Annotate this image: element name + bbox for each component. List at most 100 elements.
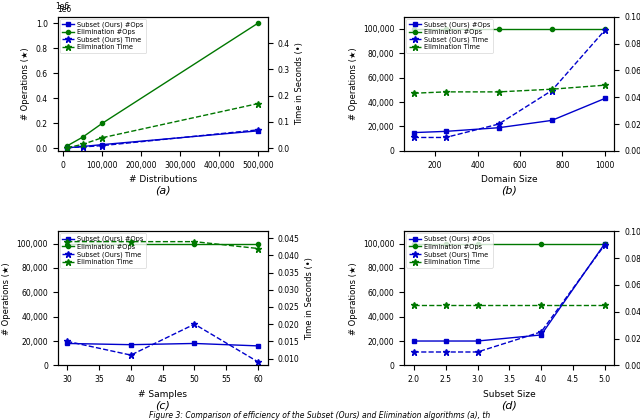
Text: Figure 3: Comparison of efficiency of the Subset (Ours) and Elimination algorith: Figure 3: Comparison of efficiency of th…	[149, 411, 491, 420]
Elimination #Ops	[63, 241, 71, 246]
Subset (Ours) Time	[254, 127, 262, 132]
Elimination #Ops	[601, 26, 609, 32]
Elimination Time	[254, 246, 262, 251]
Elimination Time	[79, 142, 86, 147]
Line: Elimination #Ops: Elimination #Ops	[412, 241, 607, 246]
X-axis label: # Samples: # Samples	[138, 390, 187, 399]
Subset (Ours) Time	[410, 135, 418, 140]
Subset (Ours) #Ops	[410, 339, 418, 344]
Elimination Time	[601, 83, 609, 88]
Subset (Ours) Time	[254, 360, 262, 365]
Elimination Time	[191, 239, 198, 244]
Subset (Ours) #Ops	[127, 342, 134, 347]
Elimination Time	[442, 302, 449, 307]
X-axis label: Subset Size: Subset Size	[483, 390, 536, 399]
Title: (c): (c)	[156, 400, 170, 410]
Elimination Time	[63, 145, 71, 150]
Line: Subset (Ours) #Ops: Subset (Ours) #Ops	[65, 341, 260, 348]
Legend: Subset (Ours) #Ops, Elimination #Ops, Subset (Ours) Time, Elimination Time: Subset (Ours) #Ops, Elimination #Ops, Su…	[406, 19, 493, 53]
Line: Subset (Ours) #Ops: Subset (Ours) #Ops	[65, 129, 260, 150]
Line: Elimination #Ops: Elimination #Ops	[65, 241, 260, 246]
Line: Elimination Time: Elimination Time	[63, 238, 262, 252]
Subset (Ours) Time	[538, 329, 545, 334]
Subset (Ours) #Ops	[442, 339, 449, 344]
Subset (Ours) Time	[495, 121, 502, 126]
Subset (Ours) Time	[410, 349, 418, 354]
Y-axis label: # Operations (★): # Operations (★)	[349, 47, 358, 120]
Subset (Ours) #Ops	[63, 341, 71, 346]
Elimination Time	[474, 302, 481, 307]
Elimination Time	[548, 87, 556, 92]
Elimination #Ops	[495, 26, 502, 32]
Elimination Time	[410, 302, 418, 307]
Subset (Ours) #Ops	[254, 128, 262, 133]
Subset (Ours) #Ops	[99, 142, 106, 147]
Elimination Time	[127, 239, 134, 244]
Elimination Time	[538, 302, 545, 307]
Elimination #Ops	[99, 121, 106, 126]
Subset (Ours) Time	[601, 242, 609, 247]
Subset (Ours) #Ops	[63, 145, 71, 150]
Elimination Time	[254, 101, 262, 106]
Elimination #Ops	[254, 241, 262, 246]
Subset (Ours) #Ops	[410, 130, 418, 135]
Line: Subset (Ours) Time: Subset (Ours) Time	[410, 241, 609, 355]
Y-axis label: # Operations (★): # Operations (★)	[21, 47, 30, 120]
Title: (d): (d)	[501, 400, 517, 410]
Title: (a): (a)	[155, 186, 170, 195]
X-axis label: # Distributions: # Distributions	[129, 175, 196, 184]
Elimination #Ops	[191, 241, 198, 246]
Subset (Ours) #Ops	[548, 118, 556, 123]
Elimination Time	[495, 89, 502, 94]
Line: Elimination Time: Elimination Time	[410, 82, 609, 97]
Legend: Subset (Ours) #Ops, Elimination #Ops, Subset (Ours) Time, Elimination Time: Subset (Ours) #Ops, Elimination #Ops, Su…	[406, 234, 493, 268]
Subset (Ours) #Ops	[442, 129, 449, 134]
Legend: Subset (Ours) #Ops, Elimination #Ops, Subset (Ours) Time, Elimination Time: Subset (Ours) #Ops, Elimination #Ops, Su…	[60, 19, 146, 53]
Elimination Time	[99, 135, 106, 140]
Subset (Ours) #Ops	[538, 332, 545, 337]
Y-axis label: # Operations (★): # Operations (★)	[2, 262, 11, 335]
Line: Elimination #Ops: Elimination #Ops	[412, 27, 607, 31]
Subset (Ours) Time	[63, 339, 71, 344]
Y-axis label: Time in Seconds (•): Time in Seconds (•)	[295, 42, 304, 125]
Elimination #Ops	[474, 241, 481, 246]
Line: Subset (Ours) Time: Subset (Ours) Time	[63, 321, 262, 365]
Subset (Ours) #Ops	[601, 241, 609, 246]
Subset (Ours) #Ops	[191, 341, 198, 346]
Elimination #Ops	[79, 134, 86, 139]
Line: Elimination #Ops: Elimination #Ops	[65, 21, 260, 148]
Elimination #Ops	[538, 241, 545, 246]
Y-axis label: # Operations (★): # Operations (★)	[349, 262, 358, 335]
Subset (Ours) #Ops	[495, 125, 502, 130]
Elimination Time	[63, 239, 71, 244]
Text: 1e6: 1e6	[56, 3, 70, 11]
Text: 1e6: 1e6	[58, 5, 72, 14]
Subset (Ours) #Ops	[601, 96, 609, 101]
Subset (Ours) #Ops	[79, 144, 86, 149]
Subset (Ours) Time	[63, 145, 71, 150]
Line: Subset (Ours) Time: Subset (Ours) Time	[63, 126, 262, 151]
Line: Elimination Time: Elimination Time	[63, 100, 262, 151]
Elimination #Ops	[63, 143, 71, 148]
Legend: Subset (Ours) #Ops, Elimination #Ops, Subset (Ours) Time, Elimination Time: Subset (Ours) #Ops, Elimination #Ops, Su…	[60, 234, 146, 268]
Subset (Ours) Time	[442, 349, 449, 354]
Elimination Time	[442, 89, 449, 94]
Title: (b): (b)	[501, 186, 517, 195]
Subset (Ours) Time	[127, 352, 134, 357]
Subset (Ours) Time	[442, 135, 449, 140]
Elimination #Ops	[548, 26, 556, 32]
Line: Subset (Ours) Time: Subset (Ours) Time	[410, 27, 609, 141]
Line: Subset (Ours) #Ops: Subset (Ours) #Ops	[412, 241, 607, 343]
Elimination Time	[601, 302, 609, 307]
Subset (Ours) Time	[474, 349, 481, 354]
X-axis label: Domain Size: Domain Size	[481, 175, 538, 184]
Elimination #Ops	[442, 241, 449, 246]
Line: Elimination Time: Elimination Time	[410, 302, 609, 309]
Elimination #Ops	[601, 241, 609, 246]
Subset (Ours) #Ops	[474, 339, 481, 344]
Subset (Ours) Time	[99, 143, 106, 148]
Subset (Ours) Time	[79, 144, 86, 150]
Elimination #Ops	[410, 241, 418, 246]
Elimination Time	[410, 91, 418, 96]
Subset (Ours) Time	[191, 322, 198, 327]
